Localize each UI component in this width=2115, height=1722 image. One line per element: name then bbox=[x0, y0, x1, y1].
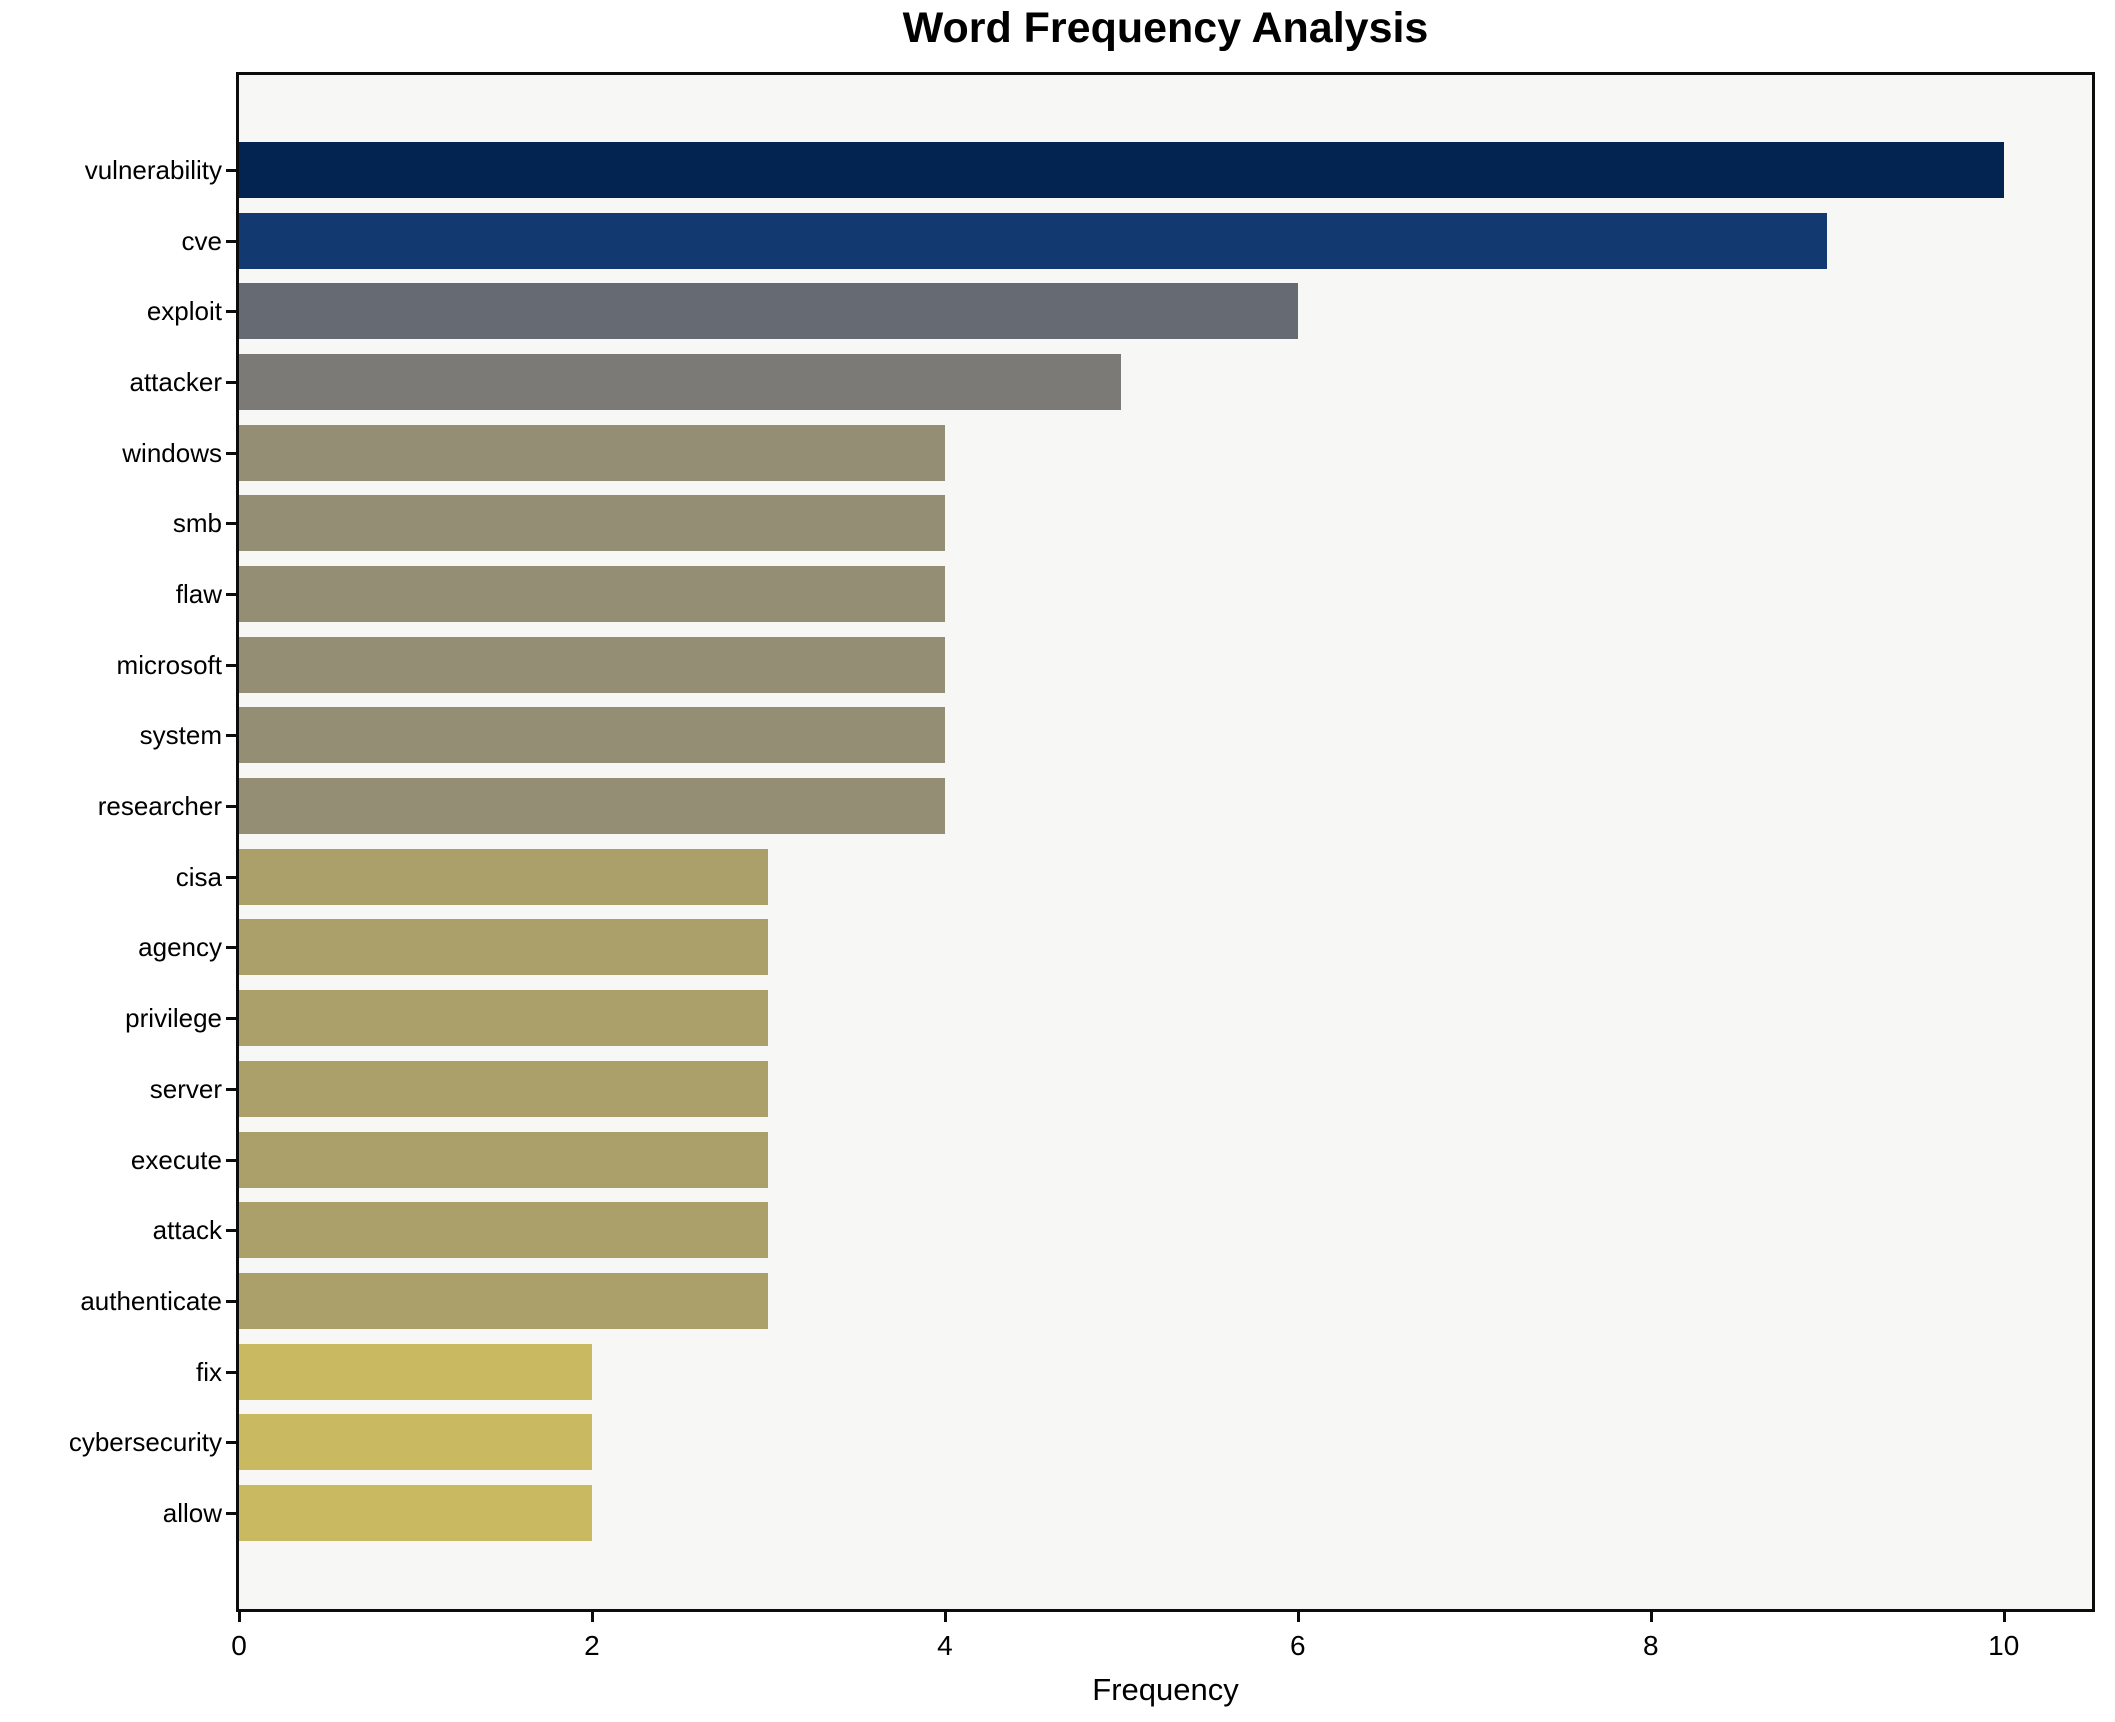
y-tick-label-attack: attack bbox=[152, 1215, 222, 1246]
y-tick-attacker bbox=[226, 381, 236, 385]
y-tick-label-attacker: attacker bbox=[129, 367, 223, 398]
bar-server bbox=[239, 1060, 769, 1117]
bar-windows bbox=[239, 424, 945, 481]
bar-agency bbox=[239, 919, 769, 976]
y-tick-label-vulnerability: vulnerability bbox=[84, 155, 222, 185]
y-tick-microsoft bbox=[226, 663, 236, 667]
y-tick-label-exploit: exploit bbox=[146, 296, 222, 327]
y-tick-label-allow: allow bbox=[162, 1497, 222, 1528]
bar-flaw bbox=[239, 566, 945, 623]
y-tick-researcher bbox=[226, 805, 236, 809]
bar-smb bbox=[239, 495, 945, 552]
x-tick-label-4: 4 bbox=[937, 1630, 953, 1661]
y-tick-cisa bbox=[226, 875, 236, 879]
y-tick-execute bbox=[226, 1158, 236, 1162]
x-tick-2 bbox=[590, 1612, 594, 1622]
y-tick-label-cybersecurity: cybersecurity bbox=[68, 1427, 222, 1458]
y-tick-label-server: server bbox=[149, 1073, 222, 1104]
x-tick-8 bbox=[1649, 1612, 1653, 1622]
y-tick-attack bbox=[226, 1229, 236, 1233]
bar-cybersecurity bbox=[239, 1414, 592, 1471]
y-tick-label-cve: cve bbox=[181, 225, 222, 256]
bar-exploit bbox=[239, 283, 1298, 340]
y-tick-allow bbox=[226, 1511, 236, 1515]
x-tick-label-10: 10 bbox=[1988, 1630, 2020, 1661]
bar-vulnerability bbox=[239, 142, 2004, 198]
plot-area bbox=[236, 72, 2095, 1612]
y-tick-label-fix: fix bbox=[196, 1356, 222, 1387]
y-tick-exploit bbox=[226, 310, 236, 314]
y-tick-label-windows: windows bbox=[122, 437, 222, 468]
y-tick-smb bbox=[226, 522, 236, 526]
bar-allow bbox=[239, 1484, 592, 1541]
y-tick-server bbox=[226, 1087, 236, 1091]
bar-cve bbox=[239, 212, 1828, 269]
y-tick-label-researcher: researcher bbox=[97, 791, 222, 822]
y-tick-privilege bbox=[226, 1017, 236, 1021]
y-tick-label-agency: agency bbox=[138, 932, 222, 963]
chart-title: Word Frequency Analysis bbox=[902, 4, 1429, 52]
bar-privilege bbox=[239, 990, 769, 1047]
y-tick-cve bbox=[226, 239, 236, 243]
y-tick-system bbox=[226, 734, 236, 738]
y-tick-agency bbox=[226, 946, 236, 950]
y-tick-label-authenticate: authenticate bbox=[80, 1285, 222, 1316]
bar-execute bbox=[239, 1131, 769, 1188]
x-tick-label-2: 2 bbox=[584, 1630, 600, 1661]
x-tick-6 bbox=[1296, 1612, 1300, 1622]
x-tick-4 bbox=[943, 1612, 947, 1622]
bar-researcher bbox=[239, 778, 945, 835]
x-tick-label-0: 0 bbox=[231, 1630, 247, 1661]
y-tick-label-execute: execute bbox=[130, 1144, 222, 1175]
bar-system bbox=[239, 707, 945, 764]
y-tick-vulnerability bbox=[226, 169, 236, 172]
y-tick-flaw bbox=[226, 593, 236, 597]
bar-attacker bbox=[239, 354, 1122, 411]
x-tick-0 bbox=[238, 1612, 241, 1622]
x-axis-label: Frequency bbox=[1092, 1672, 1239, 1707]
y-tick-label-cisa: cisa bbox=[175, 861, 222, 892]
bar-cisa bbox=[239, 848, 769, 905]
bar-authenticate bbox=[239, 1272, 769, 1329]
y-tick-label-system: system bbox=[139, 720, 222, 751]
y-tick-label-privilege: privilege bbox=[125, 1003, 222, 1034]
y-tick-label-microsoft: microsoft bbox=[116, 649, 222, 680]
x-tick-10 bbox=[2002, 1612, 2006, 1622]
y-tick-fix bbox=[226, 1370, 236, 1374]
y-tick-authenticate bbox=[226, 1299, 236, 1303]
y-tick-cybersecurity bbox=[226, 1441, 236, 1445]
bar-attack bbox=[239, 1202, 769, 1259]
y-tick-label-smb: smb bbox=[172, 508, 222, 539]
x-tick-label-6: 6 bbox=[1290, 1630, 1306, 1661]
bar-fix bbox=[239, 1343, 592, 1400]
y-tick-windows bbox=[226, 451, 236, 455]
x-tick-label-8: 8 bbox=[1643, 1630, 1659, 1661]
bar-microsoft bbox=[239, 636, 945, 693]
y-tick-label-flaw: flaw bbox=[175, 579, 222, 610]
